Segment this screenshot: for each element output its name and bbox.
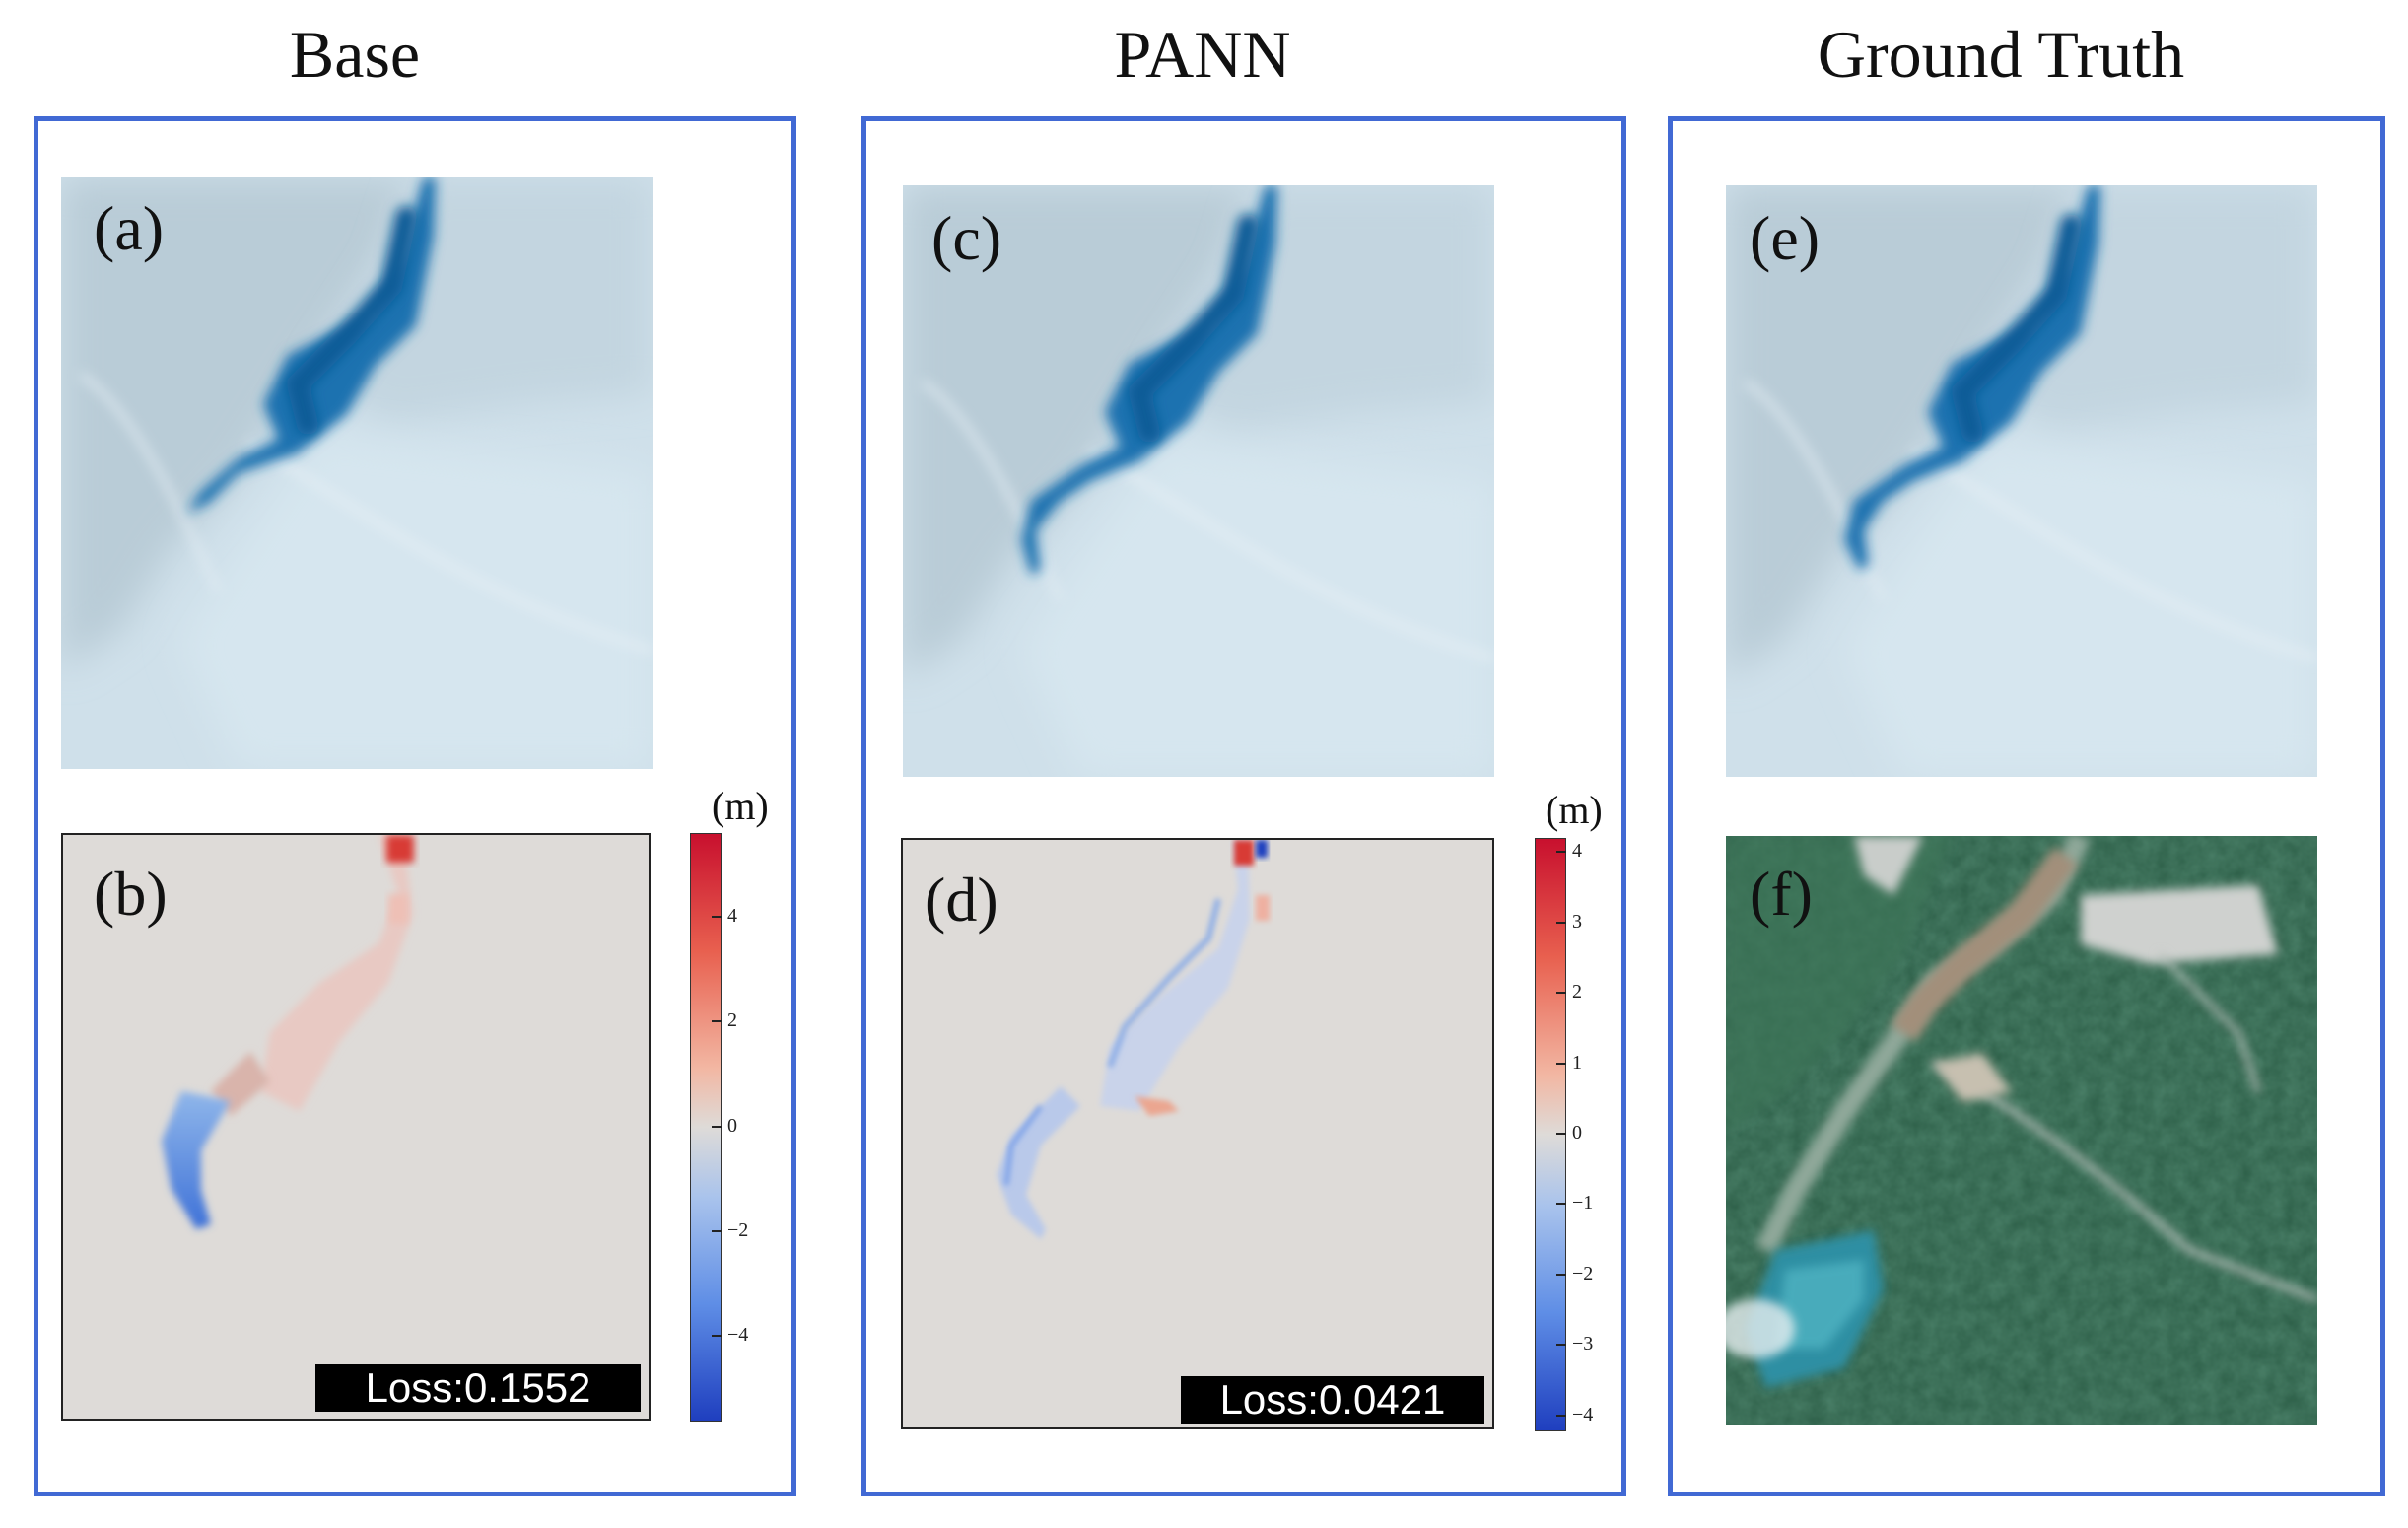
colorbar-tick-label: 2 (727, 1009, 737, 1032)
error-map-d (903, 840, 1492, 1427)
panel-label-d: (d) (925, 865, 998, 935)
panel-b-base-error (61, 833, 651, 1421)
colorbar-tick-mark (712, 916, 722, 918)
column-title-base: Base (289, 17, 421, 92)
colorbar-tick-mark (1556, 921, 1566, 924)
panel-label-b: (b) (94, 859, 168, 929)
panel-label-f: (f) (1750, 859, 1813, 929)
colorbar-tick-mark (1556, 992, 1566, 995)
error-map-b (63, 835, 649, 1419)
panel-a-base-prediction (61, 177, 653, 769)
colorbar-tick-mark (1556, 1062, 1566, 1065)
colorbar-unit-2: (m) (1546, 788, 1603, 832)
colorbar-tick-label: −4 (727, 1324, 749, 1346)
colorbar-tick-label: −2 (1572, 1262, 1594, 1285)
depth-map-c (903, 185, 1494, 777)
column-title-pann: PANN (1114, 17, 1291, 92)
colorbar-tick-label: 1 (1572, 1051, 1582, 1074)
column-title-ground-truth: Ground Truth (1817, 17, 2185, 92)
depth-map-a (61, 177, 653, 769)
colorbar-tick-label: 0 (1572, 1122, 1582, 1144)
frame-pann (861, 116, 1626, 1496)
colorbar-unit-1: (m) (712, 784, 769, 828)
colorbar-tick-mark (712, 1229, 722, 1232)
colorbar-2 (1535, 838, 1566, 1431)
colorbar-tick-mark (712, 1335, 722, 1337)
colorbar-tick-label: 0 (727, 1114, 737, 1137)
panel-label-e: (e) (1750, 203, 1821, 273)
panel-label-a: (a) (94, 193, 165, 263)
panel-d-pann-error (901, 838, 1494, 1429)
colorbar-tick-mark (1556, 1203, 1566, 1206)
colorbar-tick-mark (1556, 1414, 1566, 1417)
colorbar-tick-label: 3 (1572, 910, 1582, 933)
frame-base (34, 116, 796, 1496)
colorbar-tick-mark (712, 1125, 722, 1128)
frame-ground-truth (1668, 116, 2385, 1496)
loss-badge-d: Loss:0.0421 (1181, 1376, 1484, 1424)
panel-c-pann-prediction (903, 185, 1494, 777)
colorbar-tick-mark (1556, 851, 1566, 854)
satellite-image-f (1726, 836, 2317, 1425)
panel-f-satellite-image (1726, 836, 2317, 1425)
colorbar-tick-label: −3 (1572, 1333, 1594, 1355)
colorbar-tick-label: −4 (1572, 1403, 1594, 1425)
colorbar-tick-label: −2 (727, 1218, 749, 1241)
colorbar-tick-mark (712, 1020, 722, 1023)
colorbar-tick-mark (1556, 1133, 1566, 1135)
colorbar-tick-mark (1556, 1344, 1566, 1347)
colorbar-1 (690, 833, 722, 1422)
loss-badge-b: Loss:0.1552 (315, 1364, 641, 1412)
colorbar-tick-label: 2 (1572, 981, 1582, 1004)
panel-label-c: (c) (931, 203, 1002, 273)
depth-map-e (1726, 185, 2317, 777)
panel-e-ground-truth-depth (1726, 185, 2317, 777)
colorbar-tick-mark (1556, 1273, 1566, 1276)
colorbar-tick-label: −1 (1572, 1192, 1594, 1215)
colorbar-tick-label: 4 (1572, 840, 1582, 863)
colorbar-tick-label: 4 (727, 905, 737, 927)
